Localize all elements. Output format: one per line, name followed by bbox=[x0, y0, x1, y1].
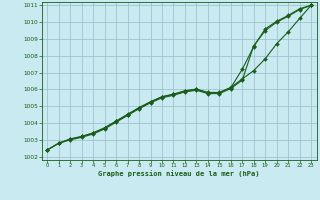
X-axis label: Graphe pression niveau de la mer (hPa): Graphe pression niveau de la mer (hPa) bbox=[99, 170, 260, 177]
